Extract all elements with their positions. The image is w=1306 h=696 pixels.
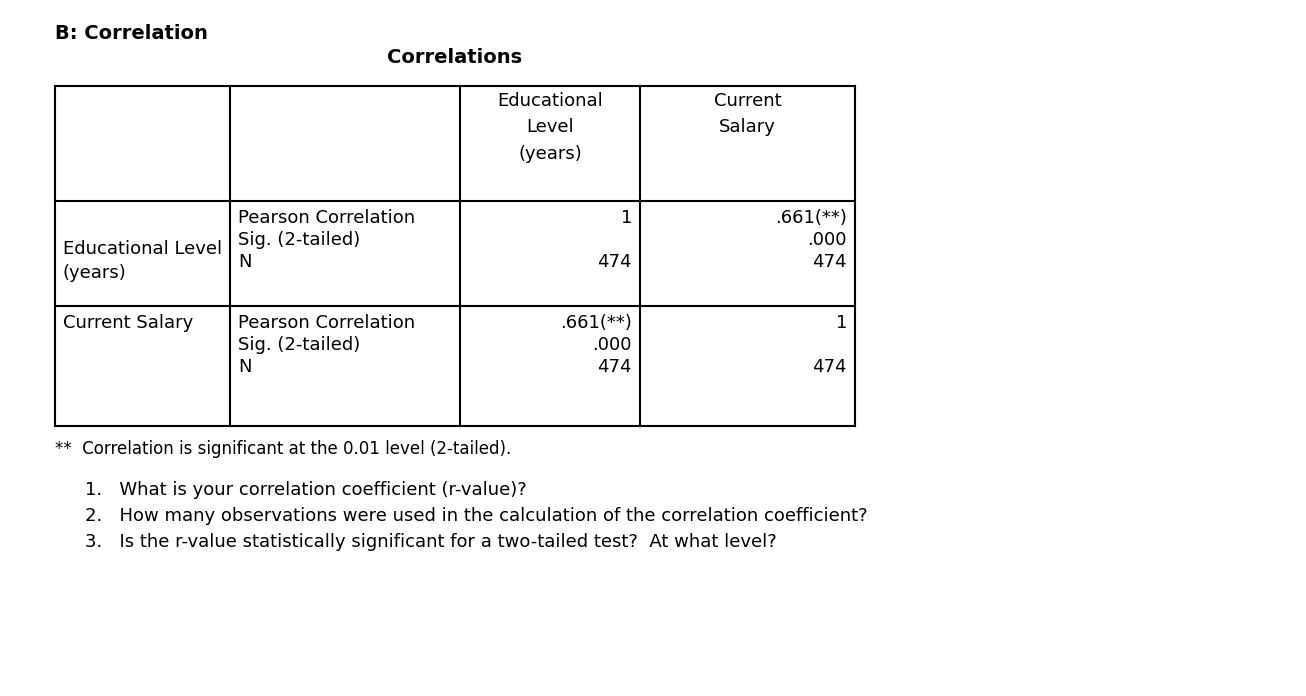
- Text: 474: 474: [812, 253, 848, 271]
- Text: Current Salary: Current Salary: [63, 314, 193, 332]
- Text: 474: 474: [598, 358, 632, 376]
- Text: Pearson Correlation: Pearson Correlation: [238, 314, 415, 332]
- Text: Sig. (2-tailed): Sig. (2-tailed): [238, 336, 360, 354]
- Text: 3.   Is the r-value statistically significant for a two-tailed test?  At what le: 3. Is the r-value statistically signific…: [85, 533, 777, 551]
- Text: 1: 1: [836, 314, 848, 332]
- Text: Correlations: Correlations: [388, 48, 522, 67]
- Text: N: N: [238, 358, 252, 376]
- Text: 2.   How many observations were used in the calculation of the correlation coeff: 2. How many observations were used in th…: [85, 507, 867, 525]
- Text: .000: .000: [593, 336, 632, 354]
- Text: B: Correlation: B: Correlation: [55, 24, 208, 43]
- Text: **  Correlation is significant at the 0.01 level (2-tailed).: ** Correlation is significant at the 0.0…: [55, 440, 511, 458]
- Text: Current
Salary: Current Salary: [713, 92, 781, 136]
- Text: Educational
Level
(years): Educational Level (years): [498, 92, 603, 163]
- Text: .661(**): .661(**): [776, 209, 848, 227]
- Text: Sig. (2-tailed): Sig. (2-tailed): [238, 231, 360, 249]
- Text: .661(**): .661(**): [560, 314, 632, 332]
- Text: N: N: [238, 253, 252, 271]
- Text: 1.   What is your correlation coefficient (r-value)?: 1. What is your correlation coefficient …: [85, 481, 526, 499]
- Text: Educational Level
(years): Educational Level (years): [63, 239, 222, 283]
- Text: 474: 474: [812, 358, 848, 376]
- Text: 474: 474: [598, 253, 632, 271]
- Text: 1: 1: [620, 209, 632, 227]
- Text: .000: .000: [807, 231, 848, 249]
- Text: Pearson Correlation: Pearson Correlation: [238, 209, 415, 227]
